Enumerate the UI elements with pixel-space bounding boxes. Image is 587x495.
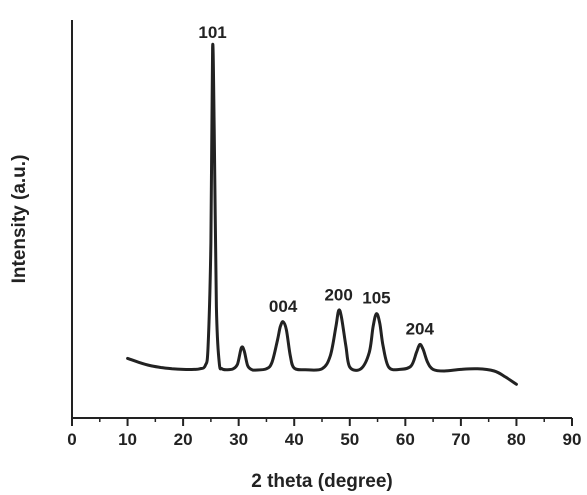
x-tick-label: 60 (396, 430, 415, 449)
x-tick-label: 50 (340, 430, 359, 449)
x-tick-label: 70 (451, 430, 470, 449)
x-tick-label: 40 (285, 430, 304, 449)
x-tick-label: 0 (67, 430, 76, 449)
peak-label-200: 200 (324, 285, 352, 304)
x-tick-label: 10 (118, 430, 137, 449)
peak-label-101: 101 (198, 23, 226, 42)
x-tick-label: 80 (507, 430, 526, 449)
y-axis-label: Intensity (a.u.) (9, 155, 30, 284)
x-tick-label: 30 (229, 430, 248, 449)
x-tick-label: 20 (174, 430, 193, 449)
chart-axes (71, 20, 572, 419)
peak-labels: 101 004 200 105 204 (198, 23, 434, 338)
series-line (126, 43, 518, 386)
x-ticks: 0 10 20 30 40 50 60 70 80 90 (67, 418, 581, 449)
x-axis-label: 2 theta (degree) (251, 471, 392, 492)
x-tick-label: 90 (563, 430, 582, 449)
peak-label-105: 105 (362, 289, 390, 308)
peak-label-204: 204 (406, 319, 435, 338)
peak-label-004: 004 (269, 297, 298, 316)
